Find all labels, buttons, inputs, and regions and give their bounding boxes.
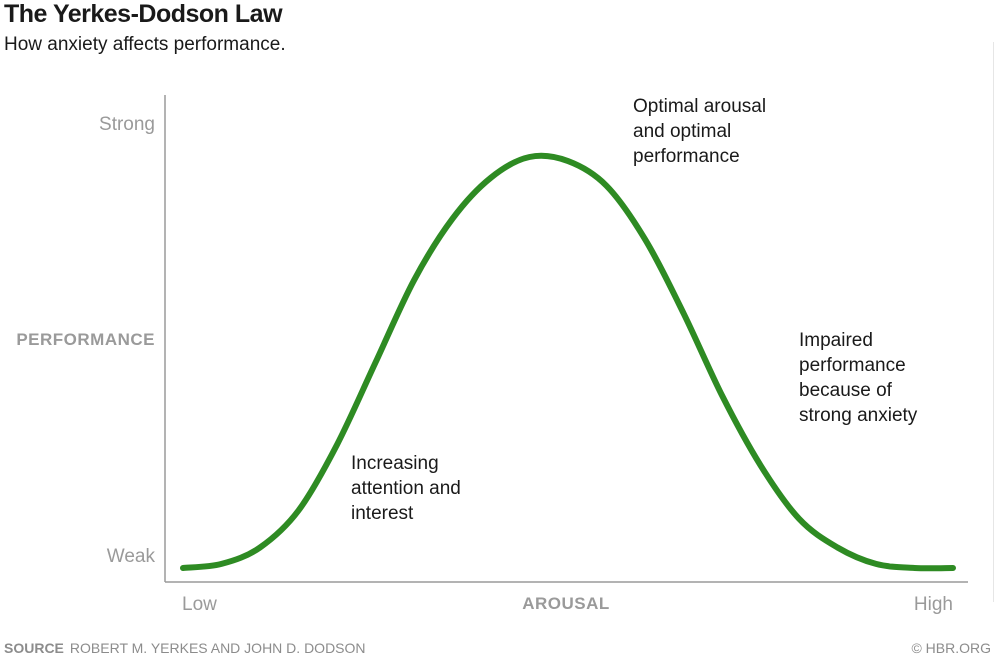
performance-curve [180,152,956,572]
annotation-increasing: Increasing attention and interest [351,453,466,524]
chart-subtitle: How anxiety affects performance. [4,34,286,55]
x-tick-low: Low [182,594,217,615]
footer-source: SOURCE ROBERT M. YERKES AND JOHN D. DODSO… [4,640,366,656]
x-axis-title: AROUSAL [522,594,610,613]
source-text: ROBERT M. YERKES AND JOHN D. DODSON [69,640,366,656]
y-tick-weak: Weak [107,546,156,567]
annotation-impaired-line-1: Impaired [799,330,873,351]
y-axis-title: PERFORMANCE [16,330,155,349]
chart-title: The Yerkes-Dodson Law [4,0,283,28]
annotation-increasing-line-2: attention and [351,478,461,499]
annotation-increasing-line-3: interest [351,503,414,524]
footer-credit: © HBR.ORG [911,640,991,656]
annotation-optimal-line-2: and optimal [633,121,731,142]
annotation-increasing-line-1: Increasing [351,453,439,474]
y-tick-strong: Strong [99,114,155,135]
annotation-impaired-line-3: because of [799,380,893,401]
right-divider [993,42,994,602]
annotation-optimal-line-1: Optimal arousal [633,96,766,117]
annotation-impaired: Impaired performance because of strong a… [799,330,918,426]
x-tick-high: High [914,594,953,615]
source-label: SOURCE [4,640,64,656]
annotation-optimal-line-3: performance [633,146,740,167]
annotation-impaired-line-2: performance [799,355,906,376]
annotation-impaired-line-4: strong anxiety [799,405,918,426]
annotation-optimal: Optimal arousal and optimal performance [633,96,771,167]
